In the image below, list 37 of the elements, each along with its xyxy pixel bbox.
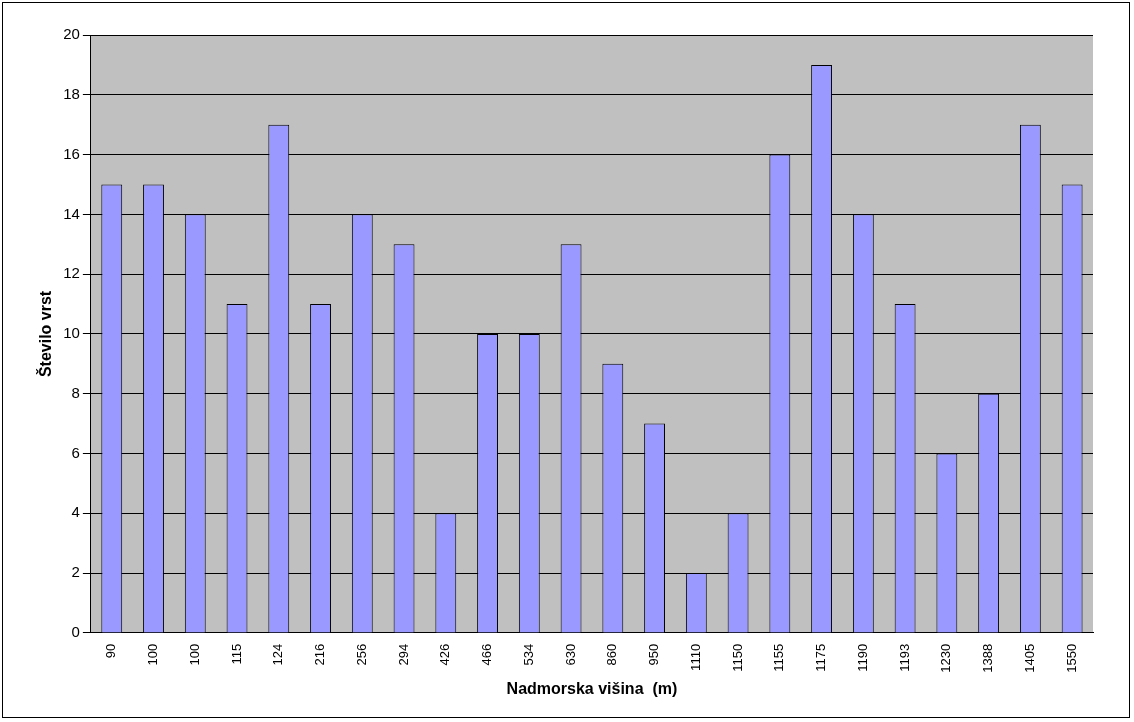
y-tick-label: 14 <box>63 204 80 222</box>
x-tick-label: 1150 <box>729 643 745 672</box>
x-tick-label: 1550 <box>1063 643 1079 673</box>
y-tick-label: 20 <box>63 25 80 43</box>
y-tick-label: 6 <box>71 443 80 461</box>
x-tick-label: 466 <box>479 643 495 666</box>
x-tick-label: 950 <box>646 643 662 666</box>
x-axis-title: Nadmorska višina (m) <box>506 679 678 697</box>
x-tick-label: 426 <box>437 643 453 666</box>
x-tick-label: 124 <box>270 643 286 666</box>
x-tick-label: 294 <box>395 643 411 666</box>
x-tick-label: 100 <box>145 643 161 666</box>
x-tick-label: 1230 <box>938 643 954 673</box>
y-tick-label: 10 <box>63 324 80 342</box>
x-tick-label: 1388 <box>980 643 996 673</box>
y-tick-label: 0 <box>71 623 80 641</box>
x-tick-label: 860 <box>604 643 620 666</box>
x-tick-label: 1155 <box>771 643 787 672</box>
y-tick-label: 4 <box>71 503 80 521</box>
x-tick-label: 216 <box>312 643 328 666</box>
x-tick-label: 1190 <box>854 643 870 672</box>
x-tick-label: 630 <box>562 643 578 666</box>
x-tick-label: 534 <box>520 643 536 666</box>
x-tick-label: 1175 <box>813 643 829 672</box>
x-tick-label: 100 <box>186 643 202 666</box>
x-tick-label: 1193 <box>896 643 912 672</box>
x-tick-label: 115 <box>228 643 244 665</box>
y-axis-title: Število vrst <box>36 290 55 378</box>
y-tick-label: 16 <box>63 144 80 162</box>
y-tick-label: 2 <box>71 563 80 581</box>
y-tick-label: 18 <box>63 84 80 102</box>
x-tick-label: 90 <box>103 643 119 659</box>
x-tick-label: 1110 <box>687 643 703 671</box>
x-tick-label: 1405 <box>1021 643 1037 673</box>
x-tick-label: 256 <box>353 643 369 666</box>
y-tick-label: 12 <box>63 264 80 282</box>
y-tick-label: 8 <box>71 383 80 401</box>
